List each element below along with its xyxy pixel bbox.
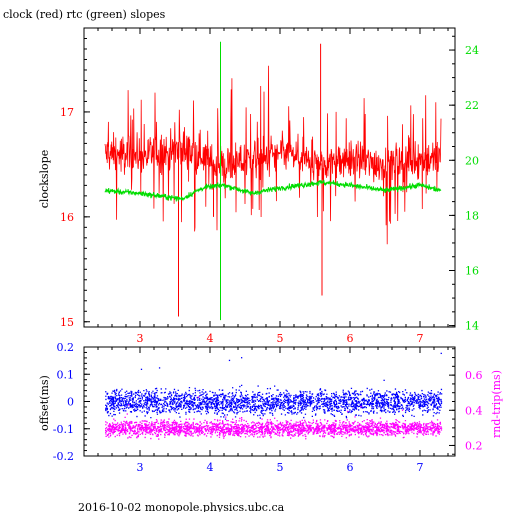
x-tick-label: 3 [137,332,144,345]
scatter-outlier-rnd-trip [346,410,349,413]
y-tick-label: 0.1 [57,368,75,381]
x-tick-label: 6 [347,461,354,474]
scatter-outlier-offset [383,379,385,381]
y-tick-label: 15 [60,316,74,329]
scatter-points-offset [105,384,443,420]
y-tick-label: 0 [67,396,74,409]
x-tick-label: 4 [207,332,214,345]
y2-tick-label: 0.2 [465,439,483,452]
bottom-y2-axis-label: rnd-trip(ms) [490,370,503,438]
y-tick-label: -0.1 [53,423,74,436]
scatter-outlier-rnd-trip [197,396,199,398]
series-group-offset-roundtrip [105,352,443,440]
x-tick-label: 6 [347,332,354,345]
y2-tick-label: 14 [465,320,479,333]
scatter-outlier-rnd-trip [360,405,362,408]
footer-text: 2016-10-02 monopole.physics.ubc.ca [78,501,285,512]
y2-tick-label: 0.6 [465,369,483,382]
y2-tick-label: 16 [465,265,479,278]
series-line-rtc [104,179,442,203]
y-tick-label: -0.2 [53,450,74,463]
y-tick-label: 0.2 [57,341,75,354]
y-tick-label: 16 [60,211,74,224]
x-tick-label: 7 [417,332,424,345]
y2-tick-label: 0.4 [465,404,483,417]
scatter-outlier-rnd-trip [126,413,128,415]
scatter-outlier-offset [228,359,231,362]
x-tick-label: 5 [277,461,284,474]
x-tick-label: 4 [207,461,214,474]
scatter-outlier-rnd-trip [128,404,130,406]
series-group-slopes [104,41,442,321]
y2-tick-label: 20 [465,154,479,167]
y-tick-label: 17 [60,106,74,119]
x-tick-label: 5 [277,332,284,345]
series-line-clock [104,65,442,245]
y2-tick-label: 24 [465,44,479,57]
plot-frame [83,27,456,328]
scatter-outlier-offset [240,357,243,359]
chart-panel-slopes: 3 4 5 6 7 15 16 17 14 16 18 20 22 24 [60,27,479,345]
chart-title: clock (red) rtc (green) slopes [3,8,166,21]
scatter-points-rnd-trip [105,416,443,440]
scatter-outlier-offset [440,352,442,355]
scatter-outlier-offset [158,367,161,369]
y2-tick-label: 18 [465,209,479,222]
x-tick-label: 3 [137,461,144,474]
chart-panel-offset-roundtrip: 3 4 5 6 7 -0.2 -0.1 0 0.1 0.2 0.2 0.4 0.6 [53,341,483,474]
x-tick-label: 7 [417,461,424,474]
scatter-outlier-rnd-trip [401,409,404,411]
top-y-axis-label: clockslope [38,150,51,208]
scatter-outlier-offset [140,368,143,370]
bottom-y-axis-label: offset(ms) [38,375,51,431]
y2-tick-label: 22 [465,99,479,112]
